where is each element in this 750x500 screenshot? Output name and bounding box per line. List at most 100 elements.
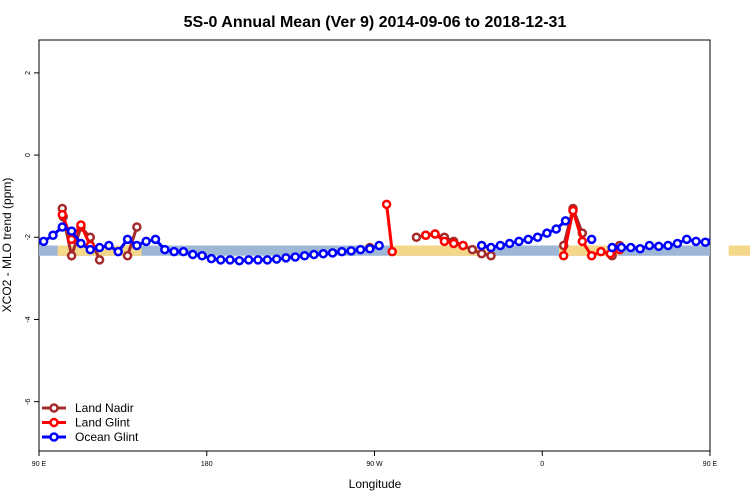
data-point-0-0-5 [94,255,105,265]
data-point-2-0-16 [188,249,198,260]
y-axis: -6 -4 -2 0 2 [25,71,39,405]
data-point-2-0-33 [346,246,356,256]
data-point-2-3-12 [720,224,727,231]
data-point-1-3-2 [577,236,588,247]
y-tick-label-3: 0 [25,153,32,157]
legend-marker-1 [49,417,59,428]
data-point-2-0-32 [337,246,347,257]
data-point-2-0-10 [132,240,142,251]
data-point-2-0-27 [290,252,301,262]
legend-label-2: Ocean Glint [75,430,139,444]
data-point-2-0-3 [66,226,77,236]
data-point-2-3-2 [626,242,636,253]
data-point-2-1-1 [486,242,496,253]
yellow-band-segment-1 [393,245,491,256]
data-point-2-3-1 [616,242,627,253]
data-point-2-0-9 [122,234,133,245]
data-point-2-0-17 [197,251,207,261]
legend-label-1: Land Glint [75,416,130,430]
data-point-2-0-22 [243,255,254,265]
series-line-1-4 [733,215,750,246]
data-point-1-0-1 [66,234,77,245]
yellow-band-segment-3 [728,245,750,256]
data-point-2-0-6 [94,242,105,253]
data-point-2-0-20 [225,255,235,265]
x-tick-label-0: 90 E [32,461,47,468]
data-point-0-6-1 [731,213,738,220]
legend-label-0: Land Nadir [75,401,134,415]
data-point-2-1-3 [504,238,515,249]
data-point-2-2-0 [586,234,597,245]
y-tick-label-1: -4 [25,316,32,322]
x-tick-label-1: 180 [201,461,213,468]
data-point-2-1-2 [495,240,506,251]
x-tick-label-4: 90 E [703,461,718,468]
data-point-0-1-1 [132,222,142,232]
x-axis: 90 E 180 90 W 0 90 E [32,451,718,468]
x-axis-label: Longitude [349,477,402,491]
data-point-2-0-21 [234,255,245,266]
data-point-1-2-3 [448,238,459,249]
data-point-1-1-0 [381,199,392,210]
data-point-2-1-6 [532,232,543,243]
data-point-2-0-15 [178,246,189,257]
data-point-0-3-8 [486,251,496,261]
y-tick-label-4: 2 [25,71,32,75]
data-point-2-0-36 [374,240,384,251]
series-line-1-1 [385,204,394,252]
data-point-1-2-4 [458,240,468,251]
data-point-1-3-1 [568,205,578,216]
data-point-2-0-7 [104,240,114,251]
data-point-2-0-12 [150,234,161,245]
x-tick-label-3: 0 [540,461,544,468]
data-point-1-2-2 [439,236,450,247]
data-point-2-3-4 [644,240,655,251]
data-point-2-3-0 [607,242,617,253]
series-line-2-1 [481,219,567,250]
data-point-2-0-35 [365,244,375,254]
data-point-2-3-10 [700,237,710,247]
data-point-2-0-18 [206,253,217,264]
data-point-2-1-9 [560,216,571,226]
data-point-1-1-1 [387,246,397,257]
data-point-2-0-13 [160,244,170,255]
x-tick-label-2: 90 W [366,461,383,468]
data-point-2-0-11 [141,236,151,247]
data-point-2-0-30 [318,248,328,259]
data-point-1-2-0 [421,230,431,240]
data-point-2-1-0 [476,240,487,251]
data-point-2-0-26 [281,253,291,263]
data-point-2-3-11 [709,236,710,239]
data-point-2-0-19 [215,255,226,265]
data-point-2-1-4 [514,236,524,247]
data-point-1-4-0 [730,211,737,218]
data-point-1-0-2 [76,220,86,230]
data-point-1-3-4 [596,246,606,257]
legend-marker-0 [49,403,59,413]
blue-band [39,245,710,256]
y-tick-label-0: -6 [25,398,32,404]
chart-title: 5S-0 Annual Mean (Ver 9) 2014-09-06 to 2… [184,14,567,31]
data-point-2-0-23 [253,255,263,265]
data-point-1-4-1 [739,236,746,243]
data-point-2-0-14 [169,246,179,257]
data-point-2-0-34 [355,244,366,255]
data-point-2-3-6 [663,240,673,251]
data-point-2-3-7 [672,238,683,249]
data-point-0-3-7 [476,248,487,259]
data-point-0-3-6 [467,244,478,255]
data-point-2-0-2 [57,222,68,232]
data-point-2-0-1 [48,230,58,240]
data-point-0-0-2 [66,251,77,261]
data-point-2-0-24 [262,255,273,265]
data-point-2-1-7 [542,228,552,238]
data-point-2-0-28 [299,251,310,261]
data-point-2-3-13 [730,230,737,237]
data-point-0-1-0 [122,251,133,261]
legend-marker-2 [49,432,59,442]
data-point-2-0-0 [39,236,49,247]
data-point-2-0-8 [113,246,123,257]
data-point-2-3-5 [653,241,664,252]
